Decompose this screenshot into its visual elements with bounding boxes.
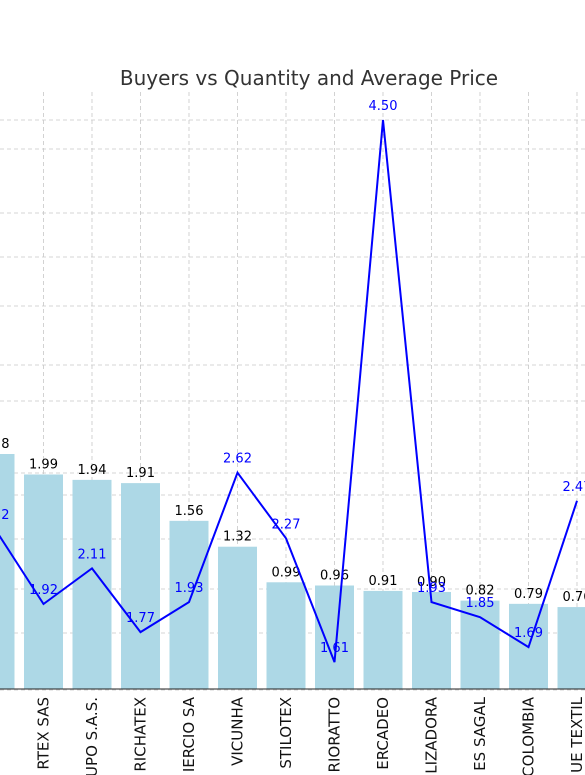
- bar-value-label: 1.94: [78, 463, 107, 478]
- bar-series: [0, 454, 585, 689]
- bar: [460, 600, 500, 689]
- x-tick-label: RIORATTO: [326, 697, 344, 772]
- x-tick-label: IERCIO SA: [180, 696, 198, 772]
- bar: [315, 585, 354, 689]
- bar-value-label: 1.99: [29, 457, 58, 472]
- bar-value-label: 1.91: [126, 466, 155, 481]
- bar: [218, 546, 257, 689]
- bar-value-label: 0.90: [417, 575, 446, 590]
- bar: [363, 590, 403, 689]
- line-value-label: 1.77: [126, 611, 155, 626]
- line-value-label: 1.69: [514, 626, 543, 641]
- line-value-label: 4.50: [369, 99, 398, 114]
- line-value-label: 2.47: [563, 480, 585, 495]
- bar-value-label: 0.96: [320, 569, 349, 584]
- bar: [24, 474, 63, 689]
- line-series: [0, 119, 578, 663]
- bar-value-label: 0.76: [563, 590, 585, 605]
- bar-value-label: 1.32: [223, 530, 252, 545]
- line-value-label: 2.11: [78, 547, 107, 562]
- x-tick-label: G: [0, 697, 4, 709]
- x-tick-label: VICUNHA: [229, 696, 247, 766]
- bar-labels: 2.18 1.99 1.94 1.91 1.56 1.32 0.99 0.96 0.91 0.90…: [0, 437, 585, 605]
- line-value-label: 1.93: [417, 581, 446, 596]
- line-value-label: 1.85: [466, 596, 495, 611]
- bar-value-label: 2.18: [0, 437, 9, 452]
- chart-title: Buyers vs Quantity and Average Price: [120, 66, 498, 90]
- x-tick-label: ERCADEO: [374, 697, 392, 770]
- line-value-label: 2.27: [272, 517, 301, 532]
- x-tick-label: UE TEXTIL: [568, 696, 585, 772]
- x-tick-label: LIZADORA: [423, 696, 441, 773]
- x-tick-labels: G RTEX SAS UPO S.A.S. RICHATEX IERCIO SA VICU…: [0, 696, 585, 775]
- bar-value-label: 0.99: [272, 565, 301, 580]
- line-value-label: 1.61: [320, 641, 349, 656]
- line-value-label: 2.32: [0, 508, 9, 523]
- x-tick-label: RTEX SAS: [35, 697, 53, 770]
- bar-value-label: 0.91: [369, 574, 398, 589]
- bar: [557, 607, 585, 689]
- line-value-label: 1.93: [175, 581, 204, 596]
- bar-value-label: 1.56: [175, 504, 204, 519]
- line-path: [0, 119, 578, 663]
- bar: [72, 479, 112, 689]
- bar: [0, 454, 15, 689]
- line-value-label: 1.92: [29, 583, 58, 598]
- x-tick-label: COLOMBIA: [520, 696, 538, 775]
- x-tick-label: ES SAGAL: [471, 696, 489, 770]
- x-tick-label: UPO S.A.S.: [83, 697, 101, 775]
- x-tick-label: STILOTEX: [277, 697, 295, 769]
- bar: [121, 483, 160, 689]
- line-value-label: 2.62: [223, 452, 252, 467]
- bar: [412, 591, 451, 689]
- bar-value-label: 0.82: [466, 584, 495, 599]
- bar-value-label: 0.79: [514, 587, 543, 602]
- x-tick-label: RICHATEX: [132, 697, 150, 772]
- line-labels: 2.32 1.92 2.11 1.77 1.93 2.62 2.27 1.61 4.50 1.93…: [0, 99, 585, 656]
- bar: [169, 520, 209, 689]
- bar: [266, 582, 306, 689]
